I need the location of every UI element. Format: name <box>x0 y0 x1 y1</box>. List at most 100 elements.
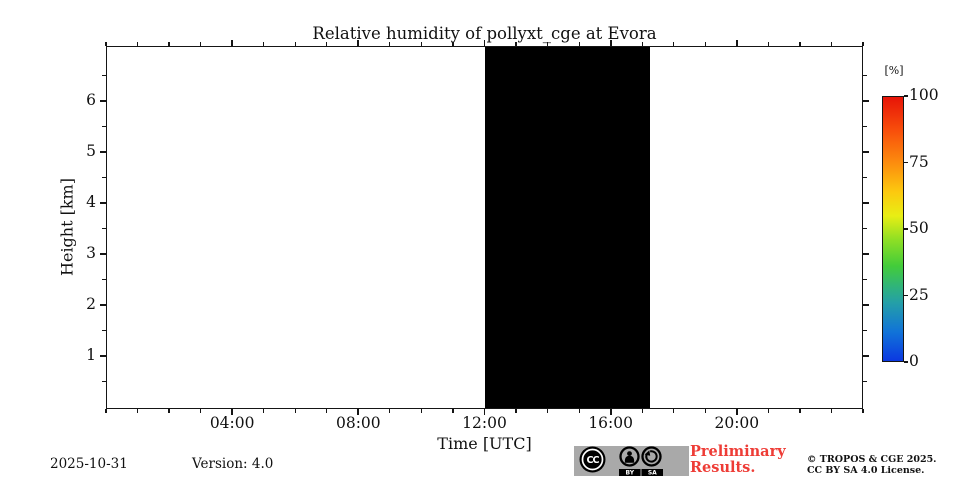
y-tick-label: 5 <box>86 142 96 161</box>
y-major-tick-left <box>100 100 106 102</box>
cc-by-sa-badge: CC BY SA <box>574 446 689 476</box>
y-tick-label: 1 <box>86 346 96 365</box>
colorbar-tick-label: 0 <box>909 352 919 370</box>
x-minor-tick-top <box>515 42 517 46</box>
x-minor-tick-bottom <box>673 409 675 413</box>
y-major-tick-left <box>100 355 106 357</box>
colorbar-tick <box>903 228 908 230</box>
y-minor-tick-left <box>102 176 106 179</box>
x-major-tick-top <box>483 40 486 46</box>
x-minor-tick-top <box>263 42 265 46</box>
sa-share-alike-icon <box>641 446 662 467</box>
sa-label: SA <box>648 470 657 476</box>
x-tick-label: 16:00 <box>588 413 633 432</box>
x-minor-tick-top <box>200 42 202 46</box>
x-minor-tick-bottom <box>294 409 296 413</box>
by-person-icon <box>619 446 640 467</box>
y-major-tick-left <box>100 202 106 204</box>
x-minor-tick-bottom <box>420 409 422 413</box>
svg-text:CC: CC <box>587 455 600 466</box>
x-minor-tick-top <box>420 42 422 46</box>
x-major-tick-top <box>357 40 360 46</box>
cc-icon: CC <box>579 446 606 473</box>
y-tick-label: 2 <box>86 295 96 314</box>
y-tick-label: 6 <box>86 91 96 110</box>
colorbar-tick-label: 75 <box>909 152 929 171</box>
y-major-tick-right <box>863 304 869 306</box>
colorbar-tick <box>903 161 908 164</box>
colorbar-tick <box>903 294 908 297</box>
y-major-tick-left <box>100 151 106 153</box>
data-block-region <box>484 47 651 408</box>
x-major-tick-bottom <box>483 409 486 415</box>
x-minor-tick-top <box>294 42 296 46</box>
y-major-tick-right <box>863 202 869 204</box>
x-minor-tick-top <box>862 42 864 46</box>
y-minor-tick-right <box>863 329 867 332</box>
colorbar-tick-label: 100 <box>909 86 939 104</box>
sa-label-box <box>641 469 663 476</box>
x-minor-tick-top <box>641 42 643 46</box>
x-minor-tick-bottom <box>830 409 833 413</box>
x-minor-tick-top <box>168 42 170 46</box>
x-minor-tick-bottom <box>704 409 706 413</box>
x-minor-tick-top <box>136 42 139 46</box>
x-minor-tick-top <box>704 42 706 46</box>
x-tick-label: 08:00 <box>335 413 381 432</box>
x-minor-tick-bottom <box>168 409 170 413</box>
x-minor-tick-top <box>389 42 391 46</box>
x-minor-tick-bottom <box>578 409 580 413</box>
y-major-tick-right <box>863 151 869 153</box>
preliminary-line2: Results. <box>690 458 756 476</box>
x-minor-tick-bottom <box>389 409 391 413</box>
x-minor-tick-top <box>673 42 675 46</box>
colorbar-unit-label: [%] <box>884 64 904 77</box>
x-minor-tick-bottom <box>767 409 769 413</box>
x-minor-tick-top <box>105 42 107 46</box>
x-major-tick-bottom <box>357 409 360 415</box>
preliminary-results-note: Preliminary Results. <box>690 444 786 475</box>
x-major-tick-top <box>231 40 234 46</box>
colorbar-tick-label: 25 <box>909 285 929 304</box>
chart-title: Relative humidity of pollyxt_cge at Evor… <box>312 24 657 43</box>
y-minor-tick-right <box>863 125 867 128</box>
colorbar-tick <box>903 95 908 97</box>
x-minor-tick-top <box>767 42 769 46</box>
x-minor-tick-bottom <box>862 409 864 413</box>
y-major-tick-right <box>863 253 869 255</box>
x-major-tick-bottom <box>231 409 234 415</box>
x-minor-tick-bottom <box>641 409 643 413</box>
y-minor-tick-right <box>863 227 867 230</box>
x-tick-label: 20:00 <box>714 413 760 432</box>
x-minor-tick-bottom <box>546 409 549 413</box>
y-major-tick-right <box>863 100 869 102</box>
x-minor-tick-top <box>326 42 328 46</box>
x-major-tick-top <box>609 40 612 46</box>
x-tick-label: 12:00 <box>462 413 507 432</box>
colorbar-tick <box>903 361 908 363</box>
copyright-line2: CC BY SA 4.0 License. <box>807 464 925 476</box>
x-minor-tick-top <box>830 42 833 46</box>
y-minor-tick-right <box>863 380 867 383</box>
x-minor-tick-top <box>799 42 801 46</box>
x-minor-tick-top <box>578 42 580 46</box>
y-minor-tick-left <box>102 380 106 383</box>
x-major-tick-top <box>735 40 738 46</box>
y-minor-tick-left <box>102 125 106 128</box>
x-tick-label: 04:00 <box>209 413 255 432</box>
footer-date: 2025-10-31 <box>50 456 128 472</box>
x-major-tick-bottom <box>609 409 612 415</box>
y-minor-tick-left <box>102 329 106 332</box>
by-label-box <box>619 469 641 476</box>
y-major-tick-left <box>100 304 106 306</box>
footer-version: Version: 4.0 <box>192 456 274 472</box>
y-tick-label: 3 <box>86 244 96 263</box>
y-minor-tick-left <box>102 278 106 281</box>
x-minor-tick-top <box>546 42 549 46</box>
x-minor-tick-bottom <box>136 409 139 413</box>
y-minor-tick-left <box>102 74 106 77</box>
y-major-tick-right <box>863 355 869 357</box>
y-minor-tick-right <box>863 176 867 179</box>
x-major-tick-bottom <box>735 409 738 415</box>
